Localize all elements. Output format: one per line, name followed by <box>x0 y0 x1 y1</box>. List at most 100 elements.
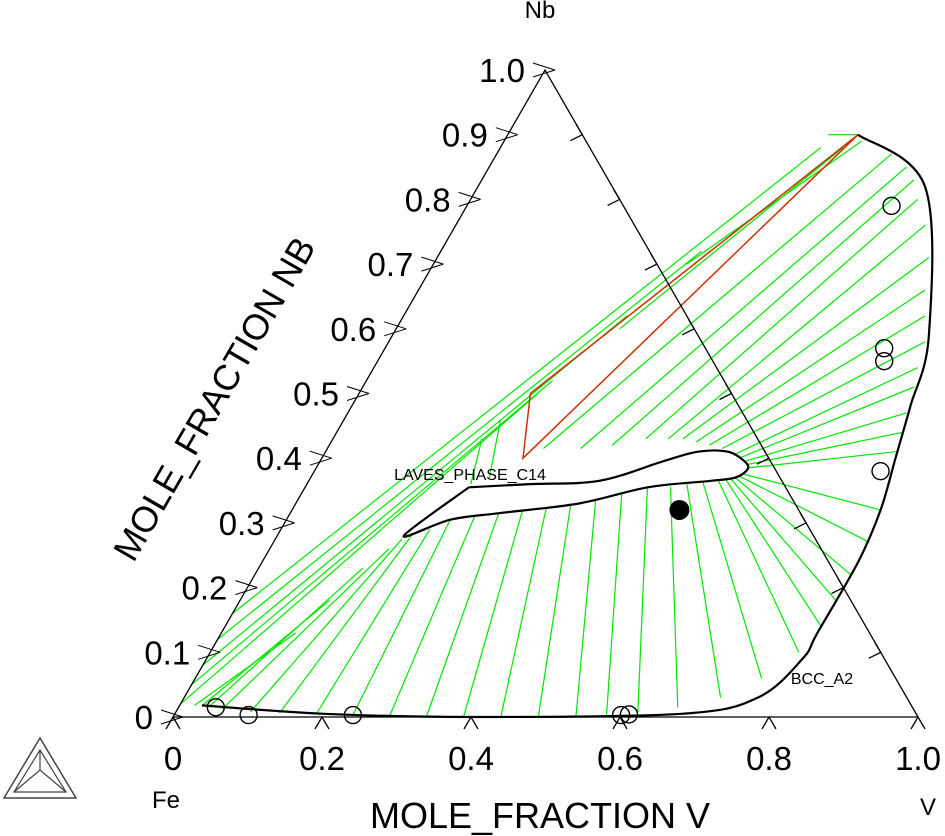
y-tick-mark <box>198 644 221 660</box>
marker-layer <box>206 196 901 725</box>
tieline-lower-17 <box>352 519 451 716</box>
tieline-upper-11 <box>682 257 930 440</box>
open-marker <box>611 705 631 725</box>
corner-label-right: V <box>920 794 936 821</box>
tieline-lower-7 <box>686 483 722 698</box>
tieline-lower-11 <box>575 500 597 716</box>
y-tick-mark <box>272 515 295 531</box>
y-tick-mark <box>421 256 444 272</box>
y-tick-mark <box>458 191 481 207</box>
tieline-upper-16 <box>738 386 915 459</box>
tieline-lower-8 <box>669 486 679 708</box>
tieline-upper-14 <box>721 341 926 450</box>
corner-label-left: Fe <box>152 787 180 814</box>
x-tick-label: 0 <box>164 740 182 777</box>
tieline-lower-5 <box>717 480 800 653</box>
y-tick-label: 0 <box>135 699 153 736</box>
open-marker <box>239 705 258 725</box>
tieline-lower-3 <box>730 478 837 601</box>
tieline-upper-1 <box>686 140 863 265</box>
laves-phase-label: LAVES_PHASE_C14 <box>394 467 546 484</box>
y-tick-label: 0.5 <box>293 376 339 413</box>
right-tick-mark <box>644 253 658 271</box>
tieline-lower-22 <box>207 567 364 708</box>
triangle-axes <box>171 68 920 718</box>
tieline-upper-7 <box>580 166 907 449</box>
tieline-left_edge-0 <box>180 393 539 705</box>
tieline-upper-8 <box>611 179 915 446</box>
x-tick-mark <box>761 715 777 730</box>
tieline-upper-10 <box>667 224 926 440</box>
tieline-upper-4 <box>488 419 502 478</box>
tieline-lower-2 <box>734 477 852 576</box>
phase-boundary-layer <box>201 133 934 719</box>
y-tick-label: 0.8 <box>405 181 451 218</box>
right-tick-mark <box>719 383 733 401</box>
tieline-upper-9 <box>645 198 918 440</box>
tieline-lower-24 <box>194 632 297 706</box>
open-marker <box>619 705 639 724</box>
filled-marker <box>669 499 690 520</box>
tieline-upper-12 <box>695 289 926 443</box>
tieline-lower-13 <box>500 508 547 718</box>
y-tick-label: 0.9 <box>442 117 488 154</box>
tieline-left_edge-1 <box>191 380 554 686</box>
tick-marks <box>160 62 926 730</box>
x-tick-mark <box>314 715 330 730</box>
y-tick-label: 0.4 <box>256 440 302 477</box>
tieline-lower-20 <box>250 538 403 713</box>
tieline-left_edge-3 <box>217 250 702 640</box>
x-tick-mark <box>910 715 926 730</box>
y-tick-label: 0.3 <box>219 505 265 542</box>
bcc-phase-boundary <box>201 133 934 719</box>
tieline-lower-9 <box>637 487 648 712</box>
y-tick-label: 0.2 <box>182 570 228 607</box>
triangle-outline <box>171 68 920 718</box>
x-tick-mark <box>165 715 181 730</box>
tieline-upper-2 <box>619 147 844 330</box>
x-tick-mark <box>612 715 628 730</box>
three-phase-layer <box>522 134 859 461</box>
y-axis-title: MOLE_FRACTION NB <box>105 230 324 568</box>
right-tick-mark <box>607 189 621 206</box>
y-tick-mark <box>532 62 556 78</box>
y-tick-label: 1.0 <box>479 52 525 89</box>
right-tick-mark <box>756 447 770 465</box>
right-tick-mark <box>868 641 882 659</box>
tieline-lower-12 <box>537 504 572 717</box>
tieline-lower-1 <box>739 475 870 543</box>
x-tick-label: 1.0 <box>895 740 941 777</box>
corner-label-top: Nb <box>525 0 556 24</box>
y-tick-mark <box>384 321 407 337</box>
y-tick-mark <box>346 386 370 401</box>
label-layer: 0 0.2 0.4 0.6 0.8 1.0 0 0.1 0.2 0.3 0.4 0.5 0.6 0.7 0.… <box>135 52 941 777</box>
x-axis-title: MOLE_FRACTION V <box>370 795 710 836</box>
y-tick-label: 0.6 <box>330 311 376 348</box>
tieline-lower-14 <box>462 511 523 718</box>
y-tick-label: 0.7 <box>368 246 414 283</box>
tieline-upper-13 <box>708 315 926 446</box>
app-logo <box>2 736 78 799</box>
tieline-left_edge-2 <box>202 315 628 666</box>
tieline-upper-17 <box>744 412 907 463</box>
tieline-upper-15 <box>733 367 918 456</box>
laves-phase-boundary <box>402 449 750 538</box>
x-tick-label: 0.6 <box>597 740 643 777</box>
open-marker <box>871 461 890 481</box>
tieline-upper-6 <box>543 153 892 449</box>
open-marker <box>875 351 894 371</box>
right-tick-mark <box>831 577 845 595</box>
x-tick-mark <box>463 715 479 730</box>
tieline-lower-19 <box>279 535 412 714</box>
tieline-lower-0 <box>744 473 881 511</box>
bcc-phase-label: BCC_A2 <box>791 671 853 688</box>
tieline-lower-15 <box>425 512 500 718</box>
tieline-upper-5 <box>470 438 483 485</box>
y-tick-mark <box>235 580 258 596</box>
tieline-lower-4 <box>725 479 822 627</box>
y-tick-mark <box>160 709 184 725</box>
tieline-lower-18 <box>315 529 431 715</box>
y-tick-mark <box>309 450 332 466</box>
right-tick-mark <box>681 318 696 336</box>
x-tick-label: 0.2 <box>299 740 345 777</box>
